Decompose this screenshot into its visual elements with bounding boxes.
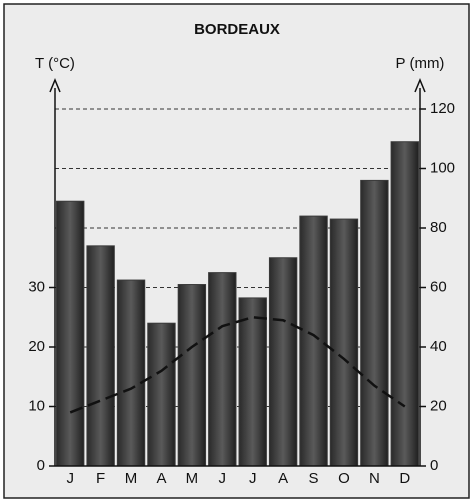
- bar: [86, 245, 115, 467]
- x-tick-label: A: [156, 470, 166, 487]
- y2-tick-label: 40: [430, 338, 447, 355]
- y2-tick-label: 100: [430, 159, 455, 176]
- y2-tick-label: 80: [430, 219, 447, 236]
- bar: [208, 272, 237, 467]
- y2-tick-label: 0: [430, 457, 438, 474]
- x-tick-label: J: [249, 470, 257, 487]
- y2-tick-label: 120: [430, 100, 455, 117]
- y-tick-label: 10: [28, 397, 45, 414]
- bar: [116, 279, 146, 467]
- y-tick-label: 0: [37, 457, 45, 474]
- x-tick-label: D: [399, 470, 410, 487]
- x-tick-label: A: [278, 470, 288, 487]
- bar: [238, 297, 267, 467]
- chart-title: BORDEAUX: [194, 21, 280, 38]
- x-tick-label: N: [369, 470, 380, 487]
- x-tick-label: S: [309, 470, 319, 487]
- bar: [56, 200, 85, 467]
- bar: [360, 179, 389, 467]
- y2-tick-label: 60: [430, 278, 447, 295]
- y-tick-label: 30: [28, 278, 45, 295]
- x-tick-label: F: [96, 470, 105, 487]
- y2-axis-label: P (mm): [396, 55, 445, 72]
- bar: [390, 141, 419, 467]
- x-tick-label: J: [66, 470, 74, 487]
- y-axis-arrow: [49, 78, 61, 93]
- bar: [299, 215, 328, 467]
- x-tick-label: M: [125, 470, 138, 487]
- x-tick-label: O: [338, 470, 350, 487]
- bar: [147, 322, 176, 467]
- y2-axis-arrow: [414, 78, 426, 93]
- y-tick-label: 20: [28, 338, 45, 355]
- temperature-line: [69, 315, 406, 414]
- x-tick-label: J: [219, 470, 227, 487]
- bar: [329, 218, 359, 467]
- bar: [177, 284, 207, 467]
- x-tick-label: M: [186, 470, 199, 487]
- bar: [268, 257, 298, 467]
- y2-tick-label: 20: [430, 397, 447, 414]
- y-axis-label: T (°C): [35, 55, 75, 72]
